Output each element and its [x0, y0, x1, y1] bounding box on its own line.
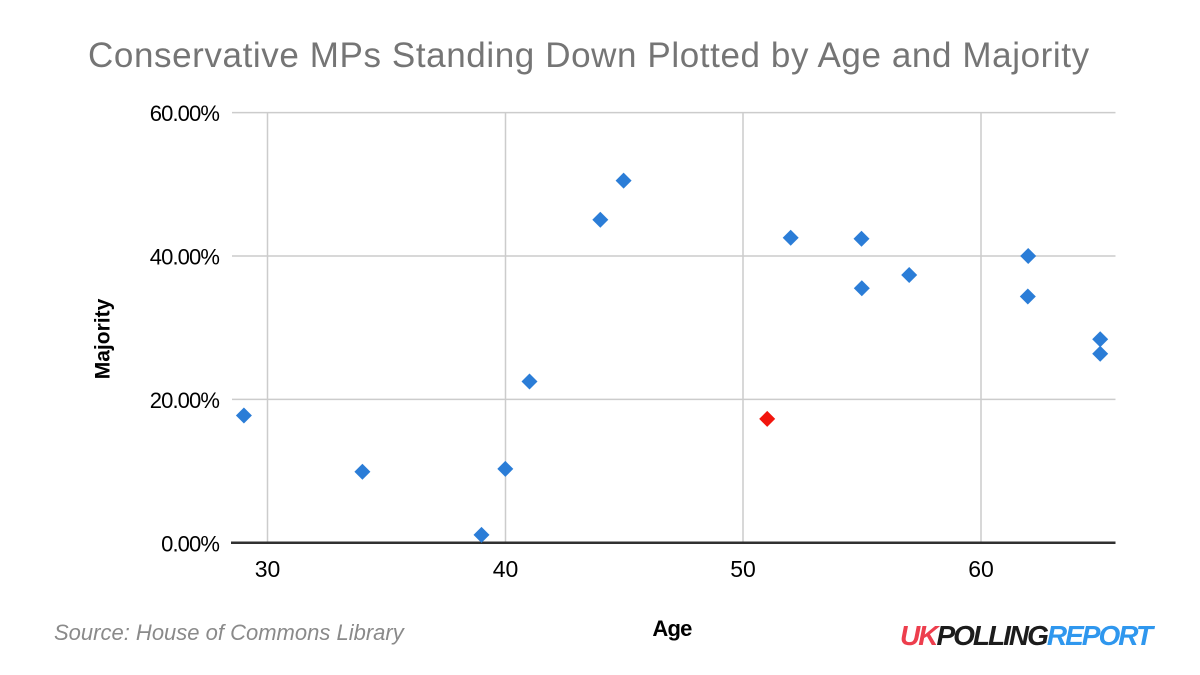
svg-text:Majority: Majority [92, 298, 115, 379]
svg-text:60: 60 [968, 556, 994, 582]
svg-text:Conservative MPs Standing Down: Conservative MPs Standing Down Plotted b… [88, 36, 1090, 75]
svg-text:50: 50 [730, 556, 756, 582]
svg-text:40.00%: 40.00% [150, 245, 220, 270]
svg-text:UKPOLLINGREPORT: UKPOLLINGREPORT [900, 620, 1156, 651]
svg-text:Source: House of Commons Libra: Source: House of Commons Library [54, 620, 406, 645]
svg-text:20.00%: 20.00% [150, 388, 220, 413]
svg-text:Age: Age [652, 616, 692, 641]
svg-text:30: 30 [255, 556, 281, 582]
svg-text:0.00%: 0.00% [161, 531, 219, 556]
svg-text:40: 40 [493, 556, 519, 582]
svg-text:60.00%: 60.00% [150, 101, 220, 126]
